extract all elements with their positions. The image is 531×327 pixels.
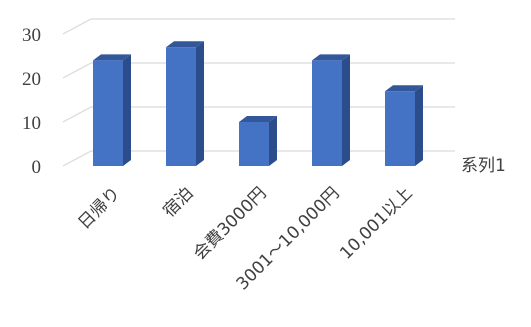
y-tick-label: 0 xyxy=(32,157,42,178)
bar xyxy=(93,54,131,166)
x-category-label: 10,001以上 xyxy=(336,183,416,263)
x-category-label: 宿泊 xyxy=(159,183,197,221)
bars xyxy=(93,41,423,167)
bar xyxy=(312,54,350,166)
gridline xyxy=(62,18,455,35)
y-tick-label: 30 xyxy=(22,25,41,46)
y-tick-label: 20 xyxy=(22,69,41,90)
x-category-label: 会費3000円 xyxy=(190,183,271,264)
gridline xyxy=(62,62,455,79)
bar xyxy=(385,85,423,166)
legend-series-label: 系列1 xyxy=(461,156,506,176)
y-tick-label: 10 xyxy=(22,113,41,134)
y-axis-ticks: 0 10 20 30 xyxy=(22,25,41,178)
x-category-label: 日帰り xyxy=(74,183,124,233)
bar xyxy=(166,41,204,167)
bar xyxy=(239,116,277,166)
